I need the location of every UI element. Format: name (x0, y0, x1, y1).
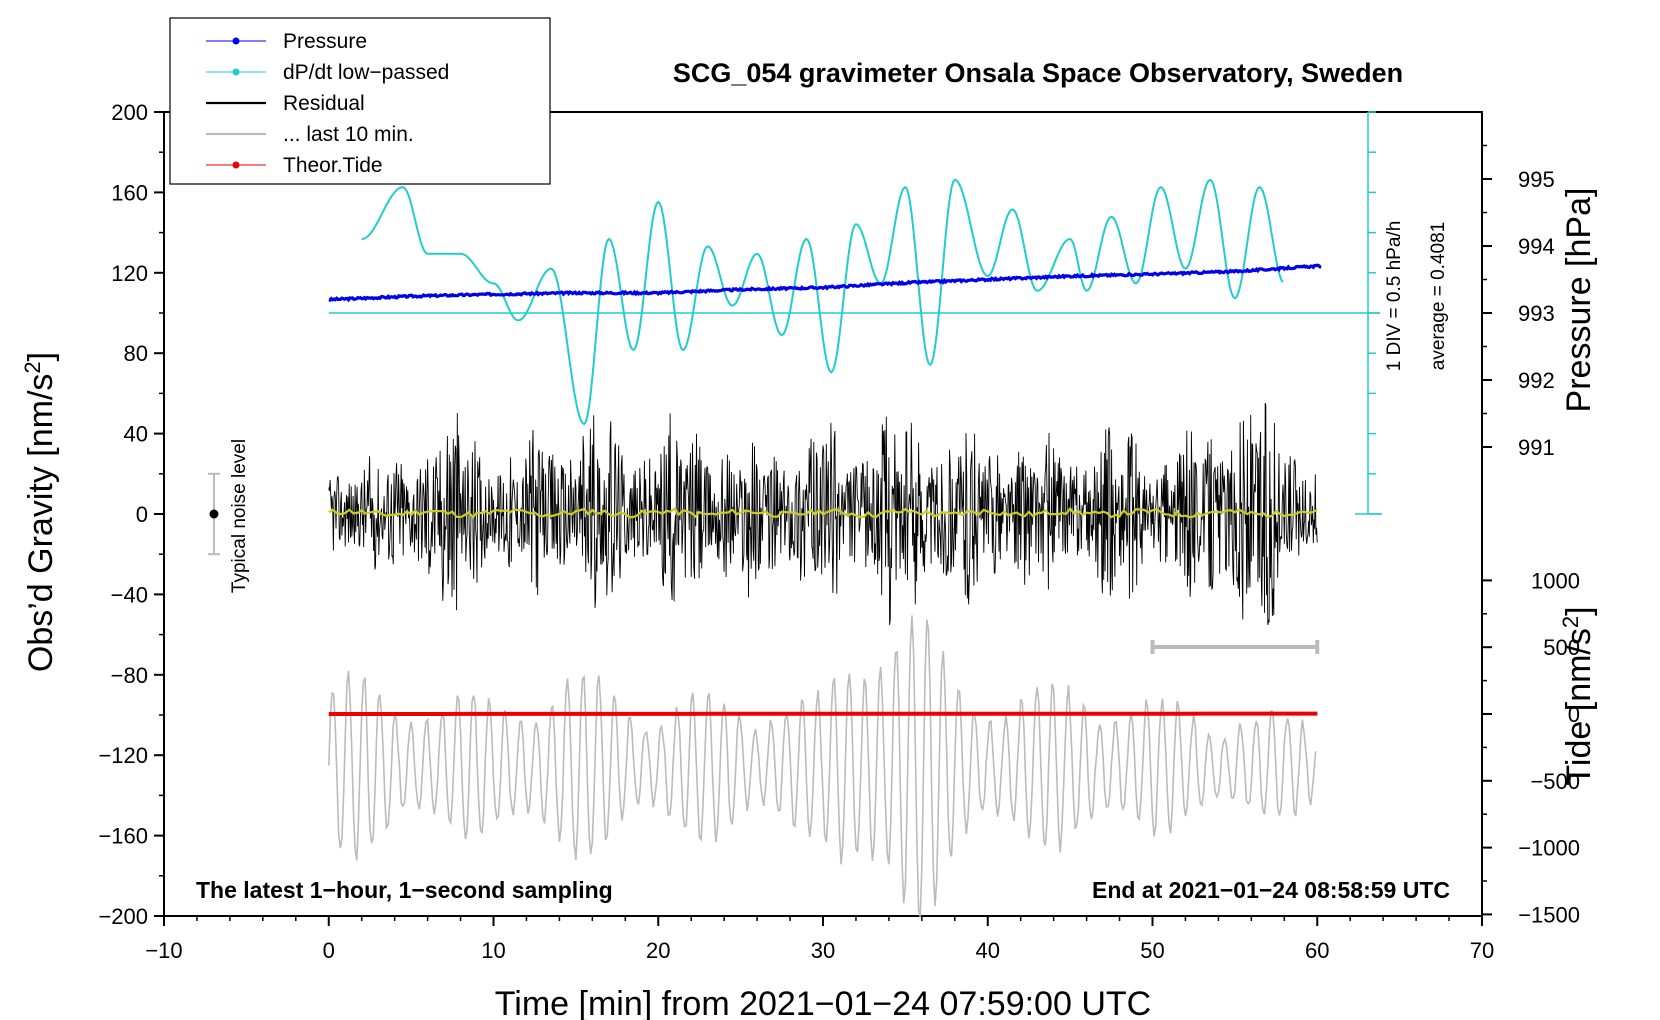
x-tick-label: 20 (646, 938, 670, 963)
gravity-tick-label: 80 (124, 341, 148, 366)
y-axis-label-tide: Tide [nm/s2] (1558, 606, 1598, 785)
y-axis-label-pressure: Pressure [hPa] (1560, 188, 1598, 413)
gravity-tick-label: −80 (111, 663, 148, 688)
residual-line (328, 402, 1318, 626)
x-tick-label: 10 (481, 938, 505, 963)
y-axis-label-gravity-end: ] (22, 352, 60, 361)
average-label: average = 0.4081 (1428, 222, 1449, 370)
gravity-tick-label: 200 (111, 100, 148, 125)
y-axis-label-tide-main: Tide [nm/s (1560, 628, 1598, 785)
y-axis-label-gravity: Obs’d Gravity [nm/s2] (20, 352, 60, 672)
tide-tick-label: −1500 (1518, 902, 1580, 927)
gravity-tick-label: −160 (98, 824, 148, 849)
pressure-tick-label: 991 (1518, 435, 1555, 460)
pressure-tick-label: 992 (1518, 368, 1555, 393)
legend-label: Residual (283, 92, 365, 115)
legend-label: Pressure (283, 30, 367, 53)
gravity-tick-label: 40 (124, 422, 148, 447)
noise-label: Typical noise level (229, 439, 250, 593)
dpdt-line (361, 178, 1284, 426)
x-tick-label: 0 (323, 938, 335, 963)
note-right: End at 2021−01−24 08:58:59 UTC (1092, 877, 1450, 903)
pressure-line (328, 263, 1322, 303)
gravity-tick-label: 160 (111, 180, 148, 205)
pressure-scale-label: 1 DIV = 0.5 hPa/h (1384, 221, 1405, 372)
tide-tick-label: 500 (1543, 635, 1580, 660)
tide-tick-label: 1000 (1531, 568, 1580, 593)
legend-label: dP/dt low−passed (283, 61, 449, 84)
legend-label: ... last 10 min. (283, 123, 414, 146)
x-tick-label: 40 (976, 938, 1000, 963)
gravity-tick-label: −40 (111, 582, 148, 607)
gravity-tick-label: 0 (136, 502, 148, 527)
x-tick-label: 70 (1470, 938, 1494, 963)
tide-tick-label: −500 (1530, 769, 1580, 794)
tide-tick-label: −1000 (1518, 836, 1580, 861)
gravity-tick-label: −120 (98, 743, 148, 768)
x-tick-label: 50 (1140, 938, 1164, 963)
pressure-tick-label: 995 (1518, 167, 1555, 192)
tide-tick-label: 0 (1568, 702, 1580, 727)
note-left: The latest 1−hour, 1−second sampling (196, 877, 613, 903)
x-tick-label: 30 (811, 938, 835, 963)
chart-title: SCG_054 gravimeter Onsala Space Observat… (673, 58, 1403, 88)
y-axis-label-tide-end: ] (1560, 606, 1598, 615)
x-tick-label: −10 (145, 938, 182, 963)
x-tick-label: 60 (1305, 938, 1329, 963)
legend-marker (232, 68, 240, 76)
y-axis-label-tide-sup: 2 (1558, 616, 1583, 628)
residual-smoothed-line (328, 506, 1318, 519)
legend: Pressure dP/dt low−passed Residual ... last… (169, 17, 551, 185)
y-axis-label-gravity-sup: 2 (20, 361, 45, 373)
legend-box (169, 17, 551, 185)
last-10-min-line (328, 615, 1317, 917)
pressure-tick-label: 994 (1518, 234, 1555, 259)
x-axis-label: Time [min] from 2021−01−24 07:59:00 UTC (495, 985, 1151, 1020)
pressure-tick-label: 993 (1518, 301, 1555, 326)
gravity-tick-label: 120 (111, 261, 148, 286)
legend-marker (232, 161, 240, 169)
legend-label: Theor.Tide (283, 154, 383, 177)
gravity-tick-label: −200 (98, 904, 148, 929)
y-axis-label-gravity-main: Obs’d Gravity [nm/s (22, 374, 60, 673)
legend-marker (232, 37, 240, 45)
noise-bar-center (209, 509, 219, 519)
